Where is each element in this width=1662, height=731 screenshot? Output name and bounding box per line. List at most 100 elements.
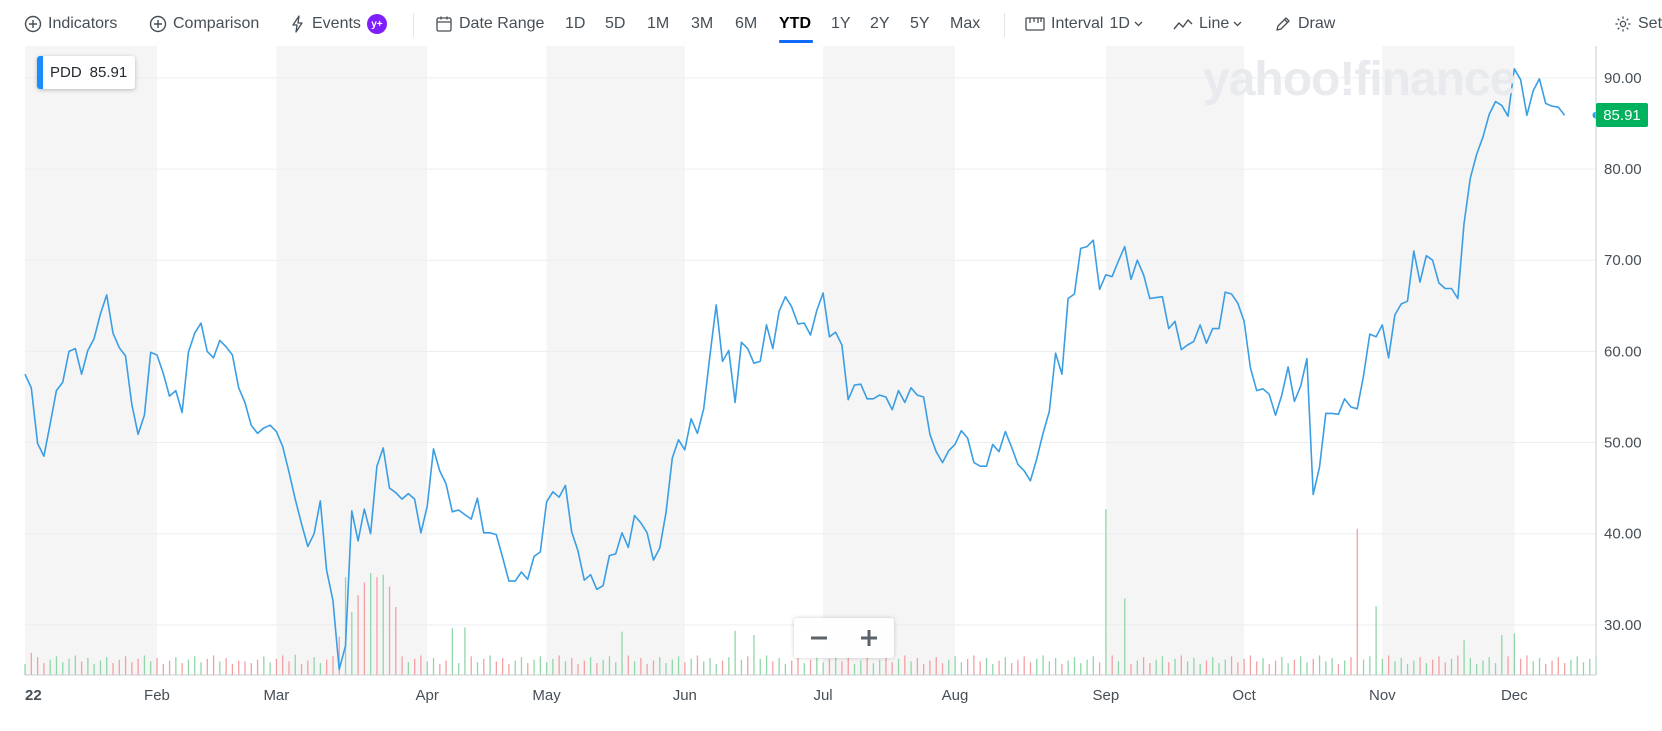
volume-bar: [426, 661, 428, 675]
x-tick-label: Aug: [942, 687, 969, 704]
volume-bar: [1469, 658, 1472, 675]
chart-type-button[interactable]: Line: [1173, 11, 1242, 37]
range-max[interactable]: Max: [950, 15, 981, 32]
range-1y[interactable]: 1Y: [831, 15, 851, 32]
volume-bar: [552, 658, 554, 675]
volume-bar: [1337, 663, 1340, 675]
range-2y[interactable]: 2Y: [870, 15, 890, 32]
volume-bar: [935, 657, 937, 675]
volume-bar: [998, 660, 1000, 675]
range-3m[interactable]: 3M: [691, 15, 714, 32]
volume-bar: [194, 656, 196, 675]
volume-bar: [55, 656, 58, 675]
volume-bar: [1117, 661, 1120, 675]
volume-bar: [728, 657, 730, 675]
volume-bar: [520, 657, 523, 675]
zoom-out-button[interactable]: [794, 618, 844, 658]
range-5d[interactable]: 5D: [605, 15, 626, 32]
volume-bar: [43, 663, 45, 675]
volume-bar: [602, 659, 604, 675]
volume-bar: [124, 656, 127, 675]
volume-bar: [238, 660, 240, 675]
y-tick-label: 60.00: [1604, 343, 1642, 360]
events-button[interactable]: Events y+: [290, 11, 387, 37]
volume-bar: [93, 663, 95, 675]
month-band: [1105, 46, 1245, 675]
chart-type-label: Line: [1199, 15, 1230, 32]
volume-bar: [1262, 658, 1264, 675]
settings-button[interactable]: Set: [1614, 11, 1662, 37]
range-5y[interactable]: 5Y: [910, 15, 930, 32]
volume-bar: [1369, 656, 1371, 675]
volume-bar: [1098, 662, 1101, 675]
volume-bar: [1061, 663, 1063, 675]
volume-bar: [1526, 655, 1528, 675]
volume-bar: [1149, 663, 1151, 675]
indicators-button[interactable]: Indicators: [24, 11, 117, 37]
volume-bar: [954, 656, 956, 675]
month-band: [25, 46, 157, 675]
x-tick-label: Apr: [416, 687, 439, 704]
range-ytd[interactable]: YTD: [779, 15, 811, 32]
month-band: [1382, 46, 1515, 675]
volume-bar: [219, 661, 221, 675]
volume-bar: [514, 660, 516, 675]
volume-bar: [860, 660, 862, 675]
volume-bar: [162, 663, 164, 675]
volume-bar: [1570, 659, 1572, 675]
volume-bar: [357, 595, 359, 675]
volume-bar: [1256, 661, 1258, 675]
volume-bar: [382, 574, 384, 675]
volume-bar: [118, 659, 120, 675]
range-6m[interactable]: 6M: [735, 15, 758, 32]
comparison-button[interactable]: Comparison: [149, 11, 259, 37]
volume-bar: [1519, 658, 1522, 675]
volume-bar: [596, 663, 598, 675]
range-1d[interactable]: 1D: [565, 15, 586, 32]
volume-bar: [646, 663, 648, 675]
volume-bar: [1086, 659, 1088, 675]
date-range-button[interactable]: Date Range: [435, 11, 544, 37]
volume-bar: [300, 663, 303, 675]
x-tick-label: Jul: [813, 687, 832, 704]
volume-bar: [1375, 606, 1377, 675]
volume-bar: [709, 658, 711, 675]
volume-bar: [615, 662, 617, 675]
volume-bar: [250, 663, 252, 675]
volume-bar: [1174, 658, 1176, 675]
volume-bar: [495, 661, 497, 675]
volume-bar: [1274, 660, 1277, 675]
x-tick-label: Sep: [1092, 687, 1119, 704]
volume-bar: [200, 662, 202, 675]
x-tick-label: Feb: [144, 687, 170, 704]
volume-bar: [740, 659, 743, 675]
volume-bar: [231, 663, 234, 675]
pencil-icon: [1276, 17, 1290, 31]
draw-button[interactable]: Draw: [1274, 11, 1335, 37]
volume-bar: [715, 663, 717, 675]
volume-bar: [508, 663, 510, 675]
volume-bar: [1463, 640, 1465, 675]
legend-value: 85.91: [89, 64, 128, 81]
volume-bar: [1054, 658, 1057, 675]
volume-bar: [470, 656, 472, 675]
interval-button[interactable]: Interval 1D: [1025, 11, 1143, 37]
volume-bar: [307, 660, 309, 675]
volume-bar: [1237, 662, 1239, 675]
volume-bar: [483, 658, 485, 675]
series-legend[interactable]: PDD 85.91: [37, 56, 136, 89]
events-label: Events: [312, 15, 361, 32]
volume-bar: [489, 655, 491, 675]
volume-bar: [1048, 661, 1050, 675]
volume-bar: [1306, 662, 1308, 675]
volume-bar: [1080, 663, 1082, 675]
range-1m[interactable]: 1M: [647, 15, 670, 32]
volume-bar: [1293, 659, 1296, 675]
x-tick-label: Mar: [263, 687, 289, 704]
volume-bar: [49, 659, 51, 675]
volume-bar: [822, 662, 824, 675]
volume-bar: [1281, 657, 1283, 675]
volume-bar: [1476, 663, 1478, 675]
zoom-in-button[interactable]: [844, 618, 894, 658]
